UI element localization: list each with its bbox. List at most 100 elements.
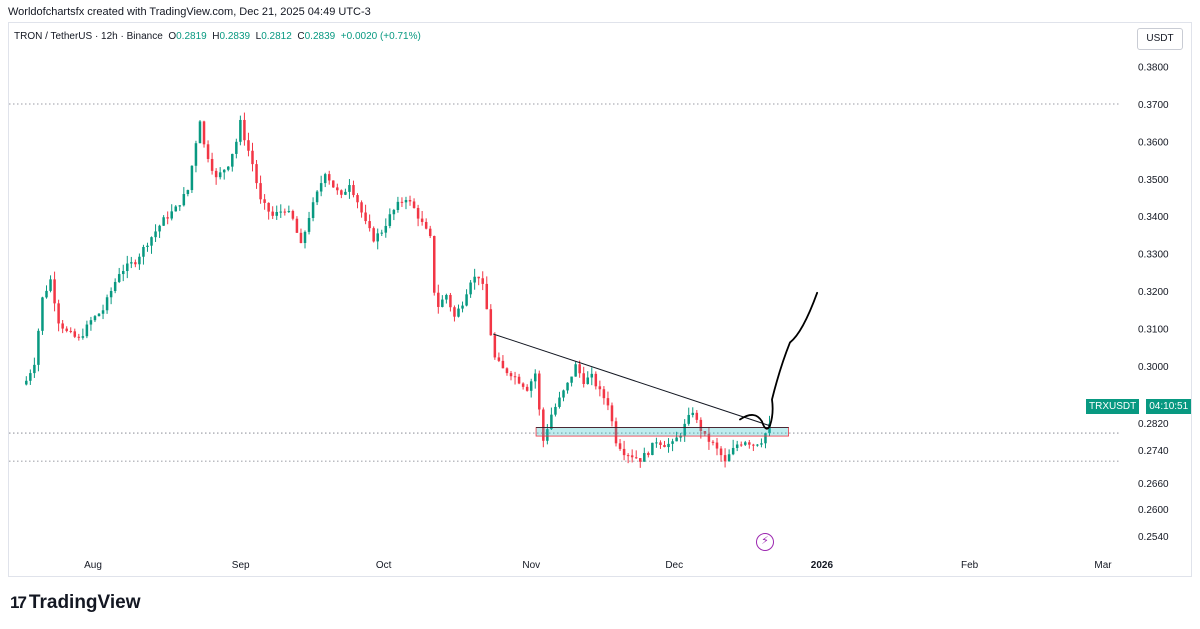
chart-attribution: Worldofchartsfx created with TradingView… (8, 6, 371, 18)
candle-body (146, 245, 149, 248)
candle-body (154, 231, 157, 238)
candle-body (251, 150, 254, 165)
candle-body (259, 183, 262, 200)
candle-body (73, 331, 77, 337)
candle-body (105, 297, 109, 311)
candle-body (142, 247, 145, 257)
x-tick-label: Nov (522, 560, 540, 571)
candle-body (416, 207, 420, 219)
candle-body (319, 183, 323, 192)
candle-body (651, 442, 654, 456)
candle-body (752, 444, 755, 446)
candle-body (731, 447, 735, 455)
candle-body (121, 271, 125, 275)
candle-body (307, 217, 311, 232)
candle-body (570, 376, 573, 383)
last-price-tag: TRXUSDT 04:10:51 (1086, 399, 1192, 414)
candle-body (33, 364, 36, 374)
candle-body (453, 307, 456, 317)
candle-body (715, 442, 719, 449)
support-zone (535, 427, 789, 437)
candle-body (723, 455, 727, 462)
candle-body (279, 211, 283, 213)
y-tick-label: 0.3100 (1138, 324, 1169, 335)
candle-body (465, 294, 468, 306)
candle-body (360, 202, 363, 213)
candle-body (275, 212, 278, 216)
candle-body (400, 201, 404, 203)
candle-body (231, 153, 234, 167)
projection-arrow (739, 291, 819, 430)
x-tick-label: Feb (961, 560, 979, 571)
open-value: 0.2819 (176, 31, 207, 42)
currency-button[interactable]: USDT (1137, 28, 1183, 50)
candle-body (134, 262, 137, 265)
candle-body (170, 211, 173, 219)
candle-body (639, 458, 642, 462)
candle-body (655, 442, 658, 444)
candle-body (513, 376, 517, 378)
candle-body (683, 423, 686, 436)
candle-body (461, 305, 464, 309)
candle-body (396, 201, 400, 211)
candle-body (622, 448, 626, 456)
candle-body (695, 412, 699, 420)
candle-body (667, 443, 670, 448)
y-tick-label: 0.2820 (1138, 419, 1169, 430)
candle-body (287, 211, 291, 213)
candle-body (344, 191, 347, 195)
lightning-icon[interactable]: ⚡ (756, 533, 774, 551)
candle-body (222, 169, 226, 173)
x-tick-label: Dec (665, 560, 683, 571)
candle-body (663, 444, 666, 448)
candle-body (428, 228, 432, 237)
candle-body (388, 214, 392, 226)
y-tick-label: 0.3600 (1138, 137, 1169, 148)
x-tick-label: Oct (376, 560, 392, 571)
candle-body (437, 292, 440, 307)
y-tick-label: 0.2600 (1138, 505, 1169, 516)
candle-body (364, 212, 367, 222)
chart-area[interactable]: 0.3800 0.3700 0.3600 0.3500 0.3400 0.3300 0.32… (8, 22, 1192, 577)
price-chart[interactable]: 0.3800 0.3700 0.3600 0.3500 0.3400 0.3300 0.32… (9, 23, 1193, 578)
low-value: 0.2812 (261, 31, 292, 42)
symbol-label[interactable]: TRON / TetherUS · 12h · Binance (14, 31, 163, 42)
y-tick-label: 0.3700 (1138, 100, 1169, 111)
candle-body (521, 383, 525, 387)
candle-body (29, 373, 32, 381)
candle-body (566, 382, 569, 391)
candle-body (65, 328, 68, 331)
candle-body (126, 263, 129, 272)
candle-body (505, 368, 509, 374)
candle-body (138, 256, 141, 265)
candle-body (562, 390, 565, 398)
candle-body (53, 279, 56, 304)
candle-body (509, 373, 513, 377)
candle-body (501, 360, 505, 369)
candle-body (85, 324, 89, 337)
candle-body (768, 423, 771, 434)
candle-body (764, 433, 767, 444)
candle-body (441, 299, 444, 307)
low-label: L (255, 31, 262, 42)
candle-body (634, 457, 638, 459)
candle-body (323, 174, 327, 184)
x-tick-label: Aug (84, 560, 102, 571)
candle-body (81, 336, 85, 338)
candle-body (586, 377, 589, 384)
candle-body (760, 443, 763, 445)
candle-body (630, 455, 634, 458)
candle-body (703, 431, 707, 434)
candle-body (525, 386, 529, 391)
candle-body (340, 190, 343, 195)
candle-body (227, 166, 230, 170)
candle-body (376, 233, 379, 242)
candle-body (711, 441, 715, 443)
y-tick-label: 0.2740 (1138, 446, 1169, 457)
candle-body (412, 201, 416, 208)
candle-body (420, 218, 424, 222)
change-value: +0.0020 (+0.71%) (340, 31, 421, 42)
candle-body (235, 141, 238, 154)
candle-body (533, 373, 537, 382)
candle-body (97, 313, 101, 317)
